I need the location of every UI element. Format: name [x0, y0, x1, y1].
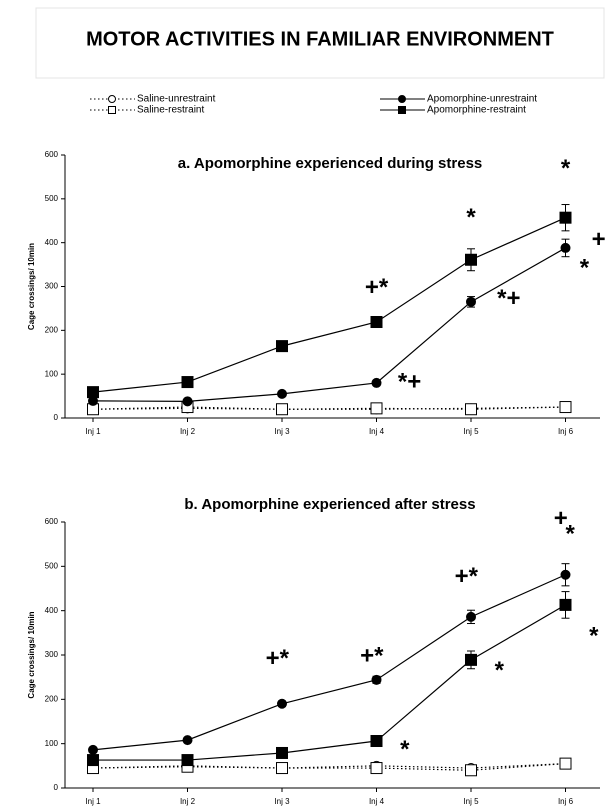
- annotation: +: [554, 505, 568, 532]
- annotation: *: [589, 623, 599, 650]
- marker: [87, 386, 99, 399]
- marker: [465, 653, 477, 666]
- x-tick-label: Inj 4: [369, 427, 385, 436]
- x-tick-label: Inj 3: [274, 427, 290, 436]
- annotation: +*: [365, 274, 389, 301]
- marker: [560, 242, 571, 253]
- y-tick-label: 300: [45, 650, 59, 659]
- y-tick-label: 0: [54, 783, 59, 792]
- y-tick-label: 300: [45, 282, 59, 291]
- x-tick-label: Inj 3: [274, 797, 290, 806]
- x-tick-label: Inj 2: [180, 427, 196, 436]
- marker: [371, 674, 382, 685]
- annotation: +*: [455, 563, 479, 590]
- chart-title: b. Apomorphine experienced after stress: [184, 496, 475, 513]
- y-tick-label: 100: [45, 739, 59, 748]
- annotation: *+: [497, 285, 520, 312]
- legend-marker: [108, 95, 116, 103]
- annotation: *: [400, 736, 410, 763]
- legend-label: Saline-unrestraint: [137, 94, 216, 105]
- series-line: [93, 604, 566, 761]
- marker: [370, 316, 383, 329]
- annotation: *: [466, 204, 476, 231]
- series-line: [92, 763, 566, 771]
- marker: [276, 340, 288, 353]
- y-axis-label: Cage crossings/ 10min: [27, 243, 36, 330]
- y-tick-label: 0: [54, 413, 59, 422]
- legend-label: Apomorphine-unrestraint: [427, 94, 537, 105]
- x-tick-label: Inj 5: [463, 797, 479, 806]
- marker: [370, 735, 383, 748]
- marker: [276, 762, 288, 775]
- annotation: *: [495, 657, 505, 684]
- x-tick-label: Inj 1: [85, 797, 101, 806]
- marker: [276, 403, 288, 416]
- marker: [371, 377, 382, 388]
- legend-marker: [398, 106, 406, 114]
- series-line: [92, 574, 566, 751]
- series-line: [92, 406, 566, 410]
- x-tick-label: Inj 6: [558, 427, 574, 436]
- marker: [277, 698, 287, 709]
- y-axis-label: Cage crossings/ 10min: [27, 611, 36, 698]
- y-tick-label: 200: [45, 325, 59, 334]
- marker: [559, 598, 572, 611]
- annotation: *: [561, 155, 571, 182]
- marker: [87, 754, 99, 767]
- y-tick-label: 400: [45, 606, 59, 615]
- y-tick-label: 500: [45, 194, 59, 203]
- x-tick-label: Inj 1: [85, 427, 101, 436]
- x-tick-label: Inj 2: [180, 797, 196, 806]
- marker: [465, 253, 477, 266]
- marker: [559, 211, 572, 224]
- figure-title: MOTOR ACTIVITIES IN FAMILIAR ENVIRONMENT: [86, 28, 554, 50]
- marker: [466, 611, 476, 622]
- annotation: *: [566, 521, 576, 548]
- marker: [370, 762, 383, 775]
- marker: [559, 401, 572, 414]
- legend-marker: [108, 106, 116, 114]
- y-tick-label: 200: [45, 694, 59, 703]
- legend-label: Saline-restraint: [137, 105, 204, 116]
- marker: [182, 396, 193, 407]
- marker: [181, 754, 194, 767]
- marker: [277, 388, 287, 399]
- y-tick-label: 600: [45, 150, 59, 159]
- annotation: +: [592, 226, 606, 253]
- marker: [465, 764, 477, 777]
- marker: [88, 744, 98, 755]
- series-line: [92, 217, 566, 393]
- legend-label: Apomorphine-restraint: [427, 105, 526, 116]
- y-tick-label: 500: [45, 561, 59, 570]
- x-tick-label: Inj 4: [369, 797, 385, 806]
- annotation: *+: [398, 368, 421, 395]
- x-tick-label: Inj 5: [463, 427, 479, 436]
- legend-marker: [398, 95, 406, 103]
- title-box: [35, 7, 605, 79]
- y-tick-label: 400: [45, 238, 59, 247]
- marker: [466, 296, 476, 307]
- annotation: +*: [360, 643, 384, 670]
- marker: [559, 757, 572, 770]
- marker: [182, 735, 193, 746]
- chart-title: a. Apomorphine experienced during stress: [178, 155, 483, 172]
- annotation: +*: [266, 645, 290, 672]
- y-tick-label: 600: [45, 517, 59, 526]
- marker: [560, 569, 571, 580]
- annotation: *: [580, 254, 590, 281]
- series-line: [92, 247, 566, 402]
- marker: [370, 402, 383, 415]
- x-tick-label: Inj 6: [558, 797, 574, 806]
- marker: [276, 746, 288, 759]
- marker: [181, 376, 194, 389]
- series-line: [92, 763, 566, 769]
- marker: [465, 403, 477, 416]
- y-tick-label: 100: [45, 369, 59, 378]
